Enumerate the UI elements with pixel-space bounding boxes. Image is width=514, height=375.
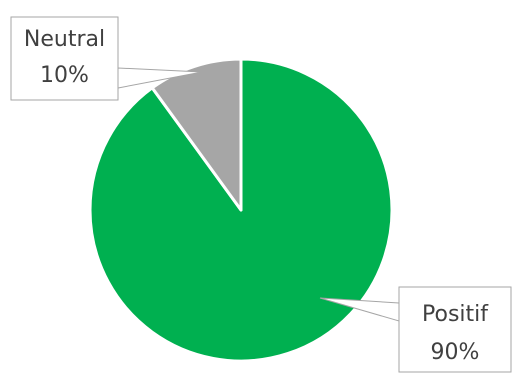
pie-slice-neutral	[150, 57, 243, 212]
pie-slices	[88, 57, 394, 363]
callout-neutral: Neutral 10%	[10, 16, 203, 101]
slice-label-neutral: Neutral	[24, 27, 105, 52]
callout-positif: Positif 90%	[319, 286, 512, 373]
callout-neutral-box	[10, 16, 119, 101]
callout-positif-box	[398, 286, 512, 373]
slice-label-positif: Positif	[422, 302, 489, 327]
slice-value-neutral: 10%	[40, 63, 89, 88]
slice-value-positif: 90%	[431, 340, 480, 365]
